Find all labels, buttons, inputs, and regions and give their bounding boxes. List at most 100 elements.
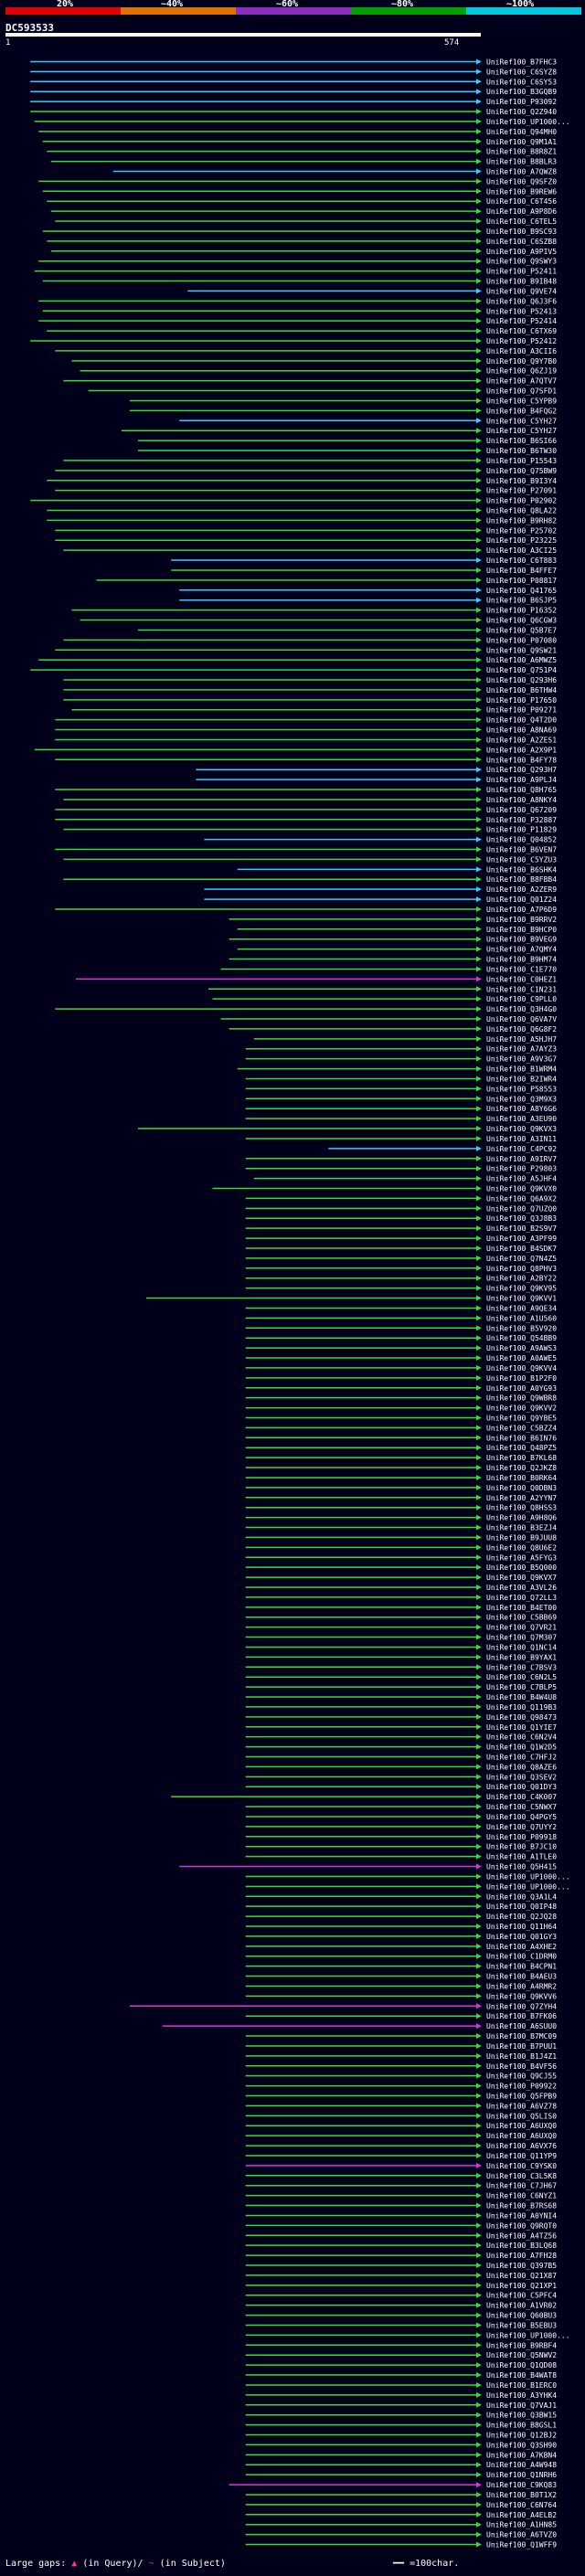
hit-label[interactable]: UniRef100_Q72LL3 bbox=[486, 1594, 557, 1602]
hit-label[interactable]: UniRef100_Q119B3 bbox=[486, 1703, 557, 1712]
hit-label[interactable]: UniRef100_C6SYZ8 bbox=[486, 68, 557, 76]
hit-label[interactable]: UniRef100_P52411 bbox=[486, 268, 557, 276]
hit-label[interactable]: UniRef100_A3PF99 bbox=[486, 1235, 557, 1243]
hit-label[interactable]: UniRef100_Q9KVV4 bbox=[486, 1364, 557, 1373]
hit-label[interactable]: UniRef100_B9RRV2 bbox=[486, 916, 557, 924]
hit-label[interactable]: UniRef100_Q8AZE6 bbox=[486, 1763, 557, 1771]
hit-label[interactable]: UniRef100_B9VEG9 bbox=[486, 936, 557, 944]
hit-label[interactable]: UniRef100_B6THW4 bbox=[486, 686, 557, 694]
hit-label[interactable]: UniRef100_Q1WFF9 bbox=[486, 2541, 557, 2549]
hit-label[interactable]: UniRef100_B4FQG2 bbox=[486, 407, 557, 415]
hit-label[interactable]: UniRef100_A9PIV5 bbox=[486, 248, 557, 256]
hit-label[interactable]: UniRef100_B9JUU8 bbox=[486, 1533, 557, 1542]
hit-label[interactable]: UniRef100_C5BB69 bbox=[486, 1614, 557, 1622]
hit-label[interactable]: UniRef100_A9IRV7 bbox=[486, 1155, 557, 1163]
hit-label[interactable]: UniRef100_B9HM74 bbox=[486, 956, 557, 964]
hit-label[interactable]: UniRef100_Q7N4Z5 bbox=[486, 1255, 557, 1263]
hit-label[interactable]: UniRef100_B9IB48 bbox=[486, 278, 557, 286]
hit-label[interactable]: UniRef100_B7FHC3 bbox=[486, 58, 557, 66]
hit-label[interactable]: UniRef100_Q6A9X2 bbox=[486, 1194, 557, 1203]
hit-label[interactable]: UniRef100_Q0DBN3 bbox=[486, 1484, 557, 1492]
hit-label[interactable]: UniRef100_B4FFE7 bbox=[486, 567, 557, 575]
hit-label[interactable]: UniRef100_A2ZER9 bbox=[486, 885, 557, 894]
hit-label[interactable]: UniRef100_A7KBN4 bbox=[486, 2451, 557, 2459]
hit-label[interactable]: UniRef100_A1HN85 bbox=[486, 2521, 557, 2529]
hit-label[interactable]: UniRef100_C7BSV3 bbox=[486, 1663, 557, 1671]
hit-label[interactable]: UniRef100_A6SUU0 bbox=[486, 2022, 557, 2030]
hit-label[interactable]: UniRef100_Q9KVV1 bbox=[486, 1295, 557, 1303]
hit-label[interactable]: UniRef100_Q21X87 bbox=[486, 2272, 557, 2280]
hit-label[interactable]: UniRef100_B6IN76 bbox=[486, 1434, 557, 1442]
hit-label[interactable]: UniRef100_P09918 bbox=[486, 1833, 557, 1841]
hit-label[interactable]: UniRef100_B4VF56 bbox=[486, 2062, 557, 2071]
hit-label[interactable]: UniRef100_B7MC09 bbox=[486, 2032, 557, 2041]
hit-label[interactable]: UniRef100_A7QMY4 bbox=[486, 946, 557, 954]
hit-label[interactable]: UniRef100_A1U560 bbox=[486, 1314, 557, 1322]
hit-label[interactable]: UniRef100_B1ERC0 bbox=[486, 2381, 557, 2390]
hit-label[interactable]: UniRef100_C6N2V4 bbox=[486, 1733, 557, 1742]
hit-label[interactable]: UniRef100_A7QTV7 bbox=[486, 377, 557, 386]
hit-label[interactable]: UniRef100_Q21XP1 bbox=[486, 2282, 557, 2290]
hit-label[interactable]: UniRef100_Q60BU3 bbox=[486, 2312, 557, 2320]
hit-label[interactable]: UniRef100_C6T456 bbox=[486, 197, 557, 206]
hit-label[interactable]: UniRef100_A7P6D9 bbox=[486, 906, 557, 914]
hit-label[interactable]: UniRef100_Q9KVV2 bbox=[486, 1405, 557, 1413]
hit-label[interactable]: UniRef100_Q41765 bbox=[486, 587, 557, 595]
hit-label[interactable]: UniRef100_P29803 bbox=[486, 1165, 557, 1173]
hit-label[interactable]: UniRef100_C9PLL0 bbox=[486, 995, 557, 1003]
hit-label[interactable]: UniRef100_B3EZJ4 bbox=[486, 1524, 557, 1532]
hit-label[interactable]: UniRef100_Q8HSS3 bbox=[486, 1504, 557, 1512]
hit-label[interactable]: UniRef100_C1N231 bbox=[486, 985, 557, 993]
hit-label[interactable]: UniRef100_C0HEZ1 bbox=[486, 975, 557, 983]
hit-label[interactable]: UniRef100_Q7UZQ0 bbox=[486, 1204, 557, 1213]
hit-label[interactable]: UniRef100_A0YNI4 bbox=[486, 2211, 557, 2220]
hit-label[interactable]: UniRef100_B6SHK4 bbox=[486, 865, 557, 874]
hit-label[interactable]: UniRef100_Q01DY3 bbox=[486, 1783, 557, 1791]
hit-label[interactable]: UniRef100_B1P2F0 bbox=[486, 1374, 557, 1383]
hit-label[interactable]: UniRef100_A9AWS3 bbox=[486, 1344, 557, 1352]
hit-label[interactable]: UniRef100_Q48PZ5 bbox=[486, 1444, 557, 1452]
hit-label[interactable]: UniRef100_Q3J8B3 bbox=[486, 1214, 557, 1223]
hit-label[interactable]: UniRef100_A0YG93 bbox=[486, 1384, 557, 1393]
hit-label[interactable]: UniRef100_A4ELB2 bbox=[486, 2511, 557, 2519]
hit-label[interactable]: UniRef100_A4XHE2 bbox=[486, 1943, 557, 1951]
hit-label[interactable]: UniRef100_Q8U6E2 bbox=[486, 1543, 557, 1552]
hit-label[interactable]: UniRef100_A2ZES1 bbox=[486, 736, 557, 744]
hit-label[interactable]: UniRef100_Q2JKZ8 bbox=[486, 1464, 557, 1472]
hit-label[interactable]: UniRef100_B5V920 bbox=[486, 1324, 557, 1332]
hit-label[interactable]: UniRef100_P17650 bbox=[486, 696, 557, 705]
hit-label[interactable]: UniRef100_Q1QD08 bbox=[486, 2361, 557, 2369]
hit-label[interactable]: UniRef100_Q9KVX0 bbox=[486, 1185, 557, 1193]
hit-label[interactable]: UniRef100_B9SC93 bbox=[486, 228, 557, 236]
hit-label[interactable]: UniRef100_Q293H6 bbox=[486, 676, 557, 684]
hit-label[interactable]: UniRef100_Q4T2D0 bbox=[486, 716, 557, 725]
hit-label[interactable]: UniRef100_P23225 bbox=[486, 536, 557, 545]
hit-label[interactable]: UniRef100_B6SJP5 bbox=[486, 597, 557, 605]
hit-label[interactable]: UniRef100_Q5FPB9 bbox=[486, 2093, 557, 2101]
hit-label[interactable]: UniRef100_B1WRM4 bbox=[486, 1065, 557, 1074]
hit-label[interactable]: UniRef100_B5EBU3 bbox=[486, 2321, 557, 2329]
hit-label[interactable]: UniRef100_Q7UYY2 bbox=[486, 1823, 557, 1831]
hit-label[interactable]: UniRef100_A6TVZ0 bbox=[486, 2531, 557, 2539]
hit-label[interactable]: UniRef100_C5YZU3 bbox=[486, 855, 557, 864]
hit-label[interactable]: UniRef100_Q01Z24 bbox=[486, 896, 557, 904]
hit-label[interactable]: UniRef100_P25702 bbox=[486, 526, 557, 535]
hit-label[interactable]: UniRef100_B7FK06 bbox=[486, 2012, 557, 2020]
hit-label[interactable]: UniRef100_A6VZ78 bbox=[486, 2102, 557, 2110]
hit-label[interactable]: UniRef100_B8R8Z1 bbox=[486, 148, 557, 156]
hit-label[interactable]: UniRef100_C5YH27 bbox=[486, 427, 557, 435]
hit-label[interactable]: UniRef100_B7PUU1 bbox=[486, 2042, 557, 2051]
hit-label[interactable]: UniRef100_Q3BW15 bbox=[486, 2412, 557, 2420]
hit-label[interactable]: UniRef100_B4SDK7 bbox=[486, 1245, 557, 1253]
hit-label[interactable]: UniRef100_Q1NRH6 bbox=[486, 2471, 557, 2479]
hit-label[interactable]: UniRef100_A9H8Q6 bbox=[486, 1514, 557, 1522]
hit-label[interactable]: UniRef100_B9I3Y4 bbox=[486, 477, 557, 485]
hit-label[interactable]: UniRef100_Q9RQT0 bbox=[486, 2221, 557, 2230]
hit-label[interactable]: UniRef100_A6UXQ0 bbox=[486, 2122, 557, 2130]
hit-label[interactable]: UniRef100_Q9WBR8 bbox=[486, 1394, 557, 1403]
hit-label[interactable]: UniRef100_A1VR02 bbox=[486, 2302, 557, 2310]
hit-label[interactable]: UniRef100_C5NWX7 bbox=[486, 1803, 557, 1811]
hit-label[interactable]: UniRef100_Q397B5 bbox=[486, 2262, 557, 2270]
hit-label[interactable]: UniRef100_C6TX69 bbox=[486, 327, 557, 335]
hit-label[interactable]: UniRef100_A8NA69 bbox=[486, 726, 557, 735]
